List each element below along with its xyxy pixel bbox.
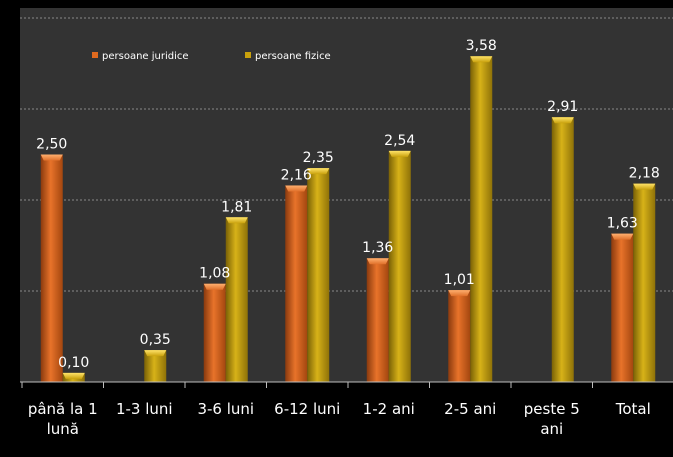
- bar-cap: [307, 168, 330, 175]
- legend: persoane juridice persoane fizice: [92, 51, 331, 62]
- bar-cap: [144, 350, 167, 357]
- bar-cap: [551, 117, 574, 124]
- bar-cap: [285, 185, 308, 192]
- bar-cap: [448, 290, 471, 297]
- data-label: 0,10: [58, 355, 89, 371]
- legend-swatch: [92, 52, 98, 58]
- x-tick-label: lună: [47, 420, 79, 438]
- x-tick-label: până la 1: [28, 400, 98, 418]
- bar-cap: [388, 150, 411, 157]
- data-label: 2,35: [303, 150, 334, 166]
- bar-cap: [633, 183, 656, 190]
- data-label: 3,58: [466, 38, 497, 54]
- bar-persoane-juridice: [285, 185, 308, 382]
- bar-persoane-fizice: [388, 150, 411, 382]
- legend-swatch: [245, 52, 251, 58]
- bar-persoane-fizice: [551, 117, 574, 382]
- bar-persoane-juridice: [40, 154, 63, 382]
- bar-cap: [40, 154, 63, 161]
- x-tick-label: 2-5 ani: [444, 400, 496, 418]
- data-label: 2,50: [36, 137, 67, 153]
- plot-area: [20, 8, 673, 382]
- data-label: 2,54: [384, 133, 415, 149]
- bar-persoane-fizice: [144, 350, 167, 382]
- x-tick-label: 6-12 luni: [274, 400, 340, 418]
- legend-label: persoane fizice: [255, 51, 331, 62]
- data-label: 0,35: [140, 332, 171, 348]
- data-labels: 2,50 0,10 0,35 1,08 1,81 2,162,35 1,36 2,54 1,01…: [36, 38, 660, 371]
- bar-cap: [611, 233, 634, 240]
- data-label: 1,36: [362, 240, 393, 256]
- bar-persoane-fizice: [307, 168, 330, 382]
- bar-cap: [470, 56, 493, 63]
- bar-cap: [225, 217, 248, 224]
- x-tick-label: 3-6 luni: [197, 400, 254, 418]
- x-tick-label: peste 5: [524, 400, 580, 418]
- data-label: 2,91: [547, 99, 578, 115]
- bar-persoane-juridice: [366, 258, 389, 382]
- data-label: 1,01: [444, 272, 475, 288]
- bars: [40, 56, 656, 382]
- bar-cap: [203, 283, 226, 290]
- x-axis: până la 1 lună 1-3 luni 3-6 luni 6-12 luni 1-…: [20, 381, 673, 438]
- bar-persoane-juridice: [203, 283, 226, 382]
- legend-label: persoane juridice: [102, 51, 189, 62]
- data-label: 2,16: [281, 167, 312, 183]
- bar-persoane-fizice: [225, 217, 248, 382]
- bar-persoane-juridice: [448, 290, 471, 382]
- x-tick-label: 1-3 luni: [116, 400, 173, 418]
- bar-cap: [62, 372, 85, 379]
- bar-persoane-juridice: [611, 233, 634, 382]
- data-label: 1,63: [607, 216, 638, 232]
- data-label: 2,18: [629, 166, 660, 182]
- bar-persoane-fizice: [633, 183, 656, 382]
- bar-persoane-fizice: [470, 56, 493, 382]
- x-tick-label: ani: [540, 420, 563, 438]
- x-tick-label: 1-2 ani: [363, 400, 415, 418]
- bar-cap: [366, 258, 389, 265]
- data-label: 1,81: [221, 199, 252, 215]
- data-label: 1,08: [199, 266, 230, 282]
- x-tick-label: Total: [615, 400, 651, 418]
